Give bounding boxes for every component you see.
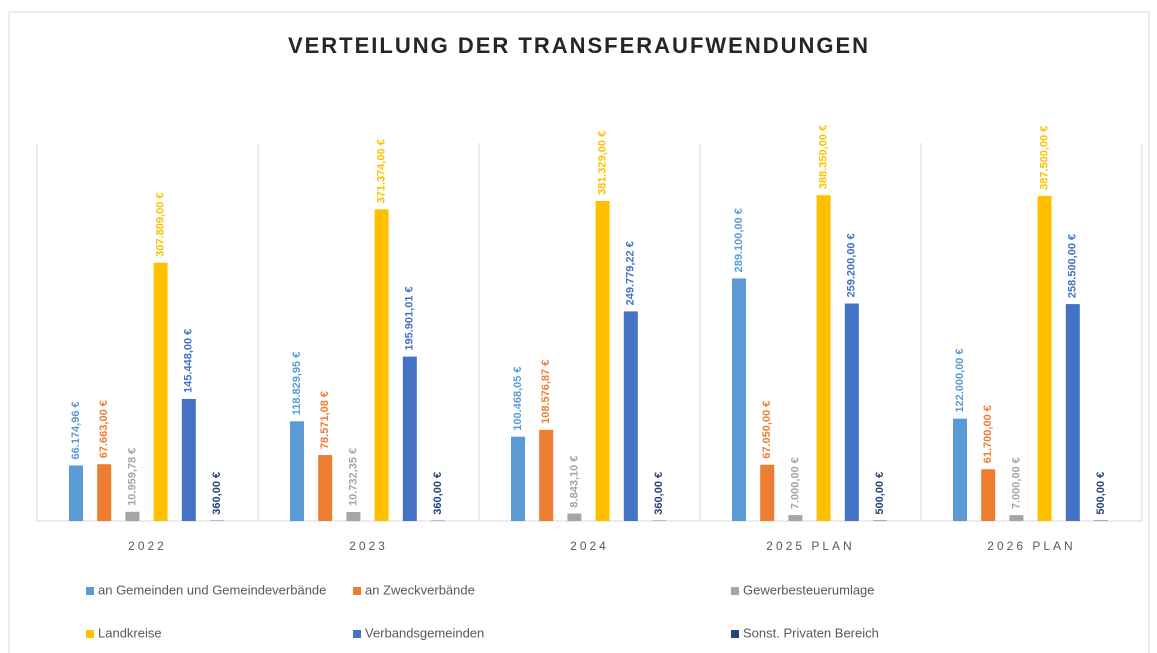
legend-swatch: [86, 630, 94, 638]
value-label: 360,00 €: [653, 472, 665, 515]
bar: [511, 436, 525, 521]
bar: [567, 513, 582, 521]
legend-label: Landkreise: [98, 625, 162, 640]
bar: [623, 311, 638, 521]
value-label: 7.000,00 €: [1010, 457, 1022, 509]
value-label: 66.174,96 €: [70, 401, 82, 459]
value-label: 500,00 €: [874, 472, 886, 515]
bar: [760, 464, 775, 521]
bar: [374, 209, 389, 521]
value-label: 360,00 €: [432, 472, 444, 515]
value-label: 381.329,00 €: [597, 131, 609, 195]
value-label: 258.500,00 €: [1067, 234, 1079, 298]
bar: [181, 398, 196, 521]
legend-swatch: [353, 630, 361, 638]
value-label: 10.732,35 €: [347, 448, 359, 506]
legend-swatch: [86, 587, 94, 595]
x-tick-label: 2025 PLAN: [766, 539, 854, 553]
value-label: 8.843,10 €: [568, 456, 580, 508]
legend-label: Verbandsgemeinden: [365, 625, 484, 640]
value-label: 371.374,00 €: [376, 139, 388, 203]
value-label: 249.779,22 €: [625, 241, 637, 305]
value-label: 387.500,00 €: [1039, 126, 1051, 190]
value-label: 118.829,95 €: [291, 352, 303, 416]
legend-swatch: [731, 587, 739, 595]
bar: [1037, 195, 1052, 521]
x-tick-label: 2026 PLAN: [987, 539, 1075, 553]
bar: [125, 511, 140, 521]
value-label: 145.448,00 €: [183, 329, 195, 393]
bar: [816, 195, 831, 521]
bar: [844, 303, 859, 521]
legend-label: Sonst. Privaten Bereich: [743, 625, 879, 640]
value-label: 67.663,00 €: [98, 400, 110, 458]
value-label: 108.576,87 €: [540, 360, 552, 424]
value-label: 195.901,01 €: [404, 286, 416, 350]
value-label: 388.350,00 €: [818, 125, 830, 189]
value-label: 61.700,00 €: [982, 405, 994, 463]
value-label: 289.100,00 €: [733, 208, 745, 272]
x-tick-label: 2022: [128, 539, 167, 553]
value-label: 100.468,05 €: [512, 366, 524, 430]
legend-label: an Zweckverbände: [365, 582, 475, 597]
bar: [981, 469, 996, 521]
x-tick-label: 2023: [349, 539, 388, 553]
legend-swatch: [731, 630, 739, 638]
bar: [153, 262, 168, 521]
bar: [97, 464, 112, 521]
value-label: 78.571,08 €: [319, 391, 331, 449]
legend-swatch: [353, 587, 361, 595]
bar: [318, 455, 333, 521]
value-label: 259.200,00 €: [846, 233, 858, 297]
bar: [539, 429, 554, 521]
chart-title: VERTEILUNG DER TRANSFERAUFWENDUNGEN: [288, 33, 870, 58]
bar: [346, 511, 361, 521]
bar: [732, 278, 746, 521]
legend-label: an Gemeinden und Gemeindeverbände: [98, 582, 326, 597]
x-tick-label: 2024: [570, 539, 609, 553]
value-label: 500,00 €: [1095, 472, 1107, 515]
value-label: 307.809,00 €: [155, 192, 167, 256]
bar: [402, 356, 417, 521]
chart-border: [8, 11, 1150, 653]
bar: [290, 421, 304, 521]
bar: [69, 465, 83, 521]
value-label: 122.000,00 €: [954, 348, 966, 412]
bar: [953, 418, 967, 521]
value-label: 67.050,00 €: [761, 401, 773, 459]
value-label: 10.959,78 €: [126, 448, 138, 506]
bar: [788, 515, 803, 521]
bar: [1009, 515, 1024, 521]
bar: [595, 201, 610, 521]
value-label: 360,00 €: [211, 472, 223, 515]
legend-label: Gewerbesteuerumlage: [743, 582, 875, 597]
value-label: 7.000,00 €: [789, 457, 801, 509]
bar: [1065, 304, 1080, 521]
